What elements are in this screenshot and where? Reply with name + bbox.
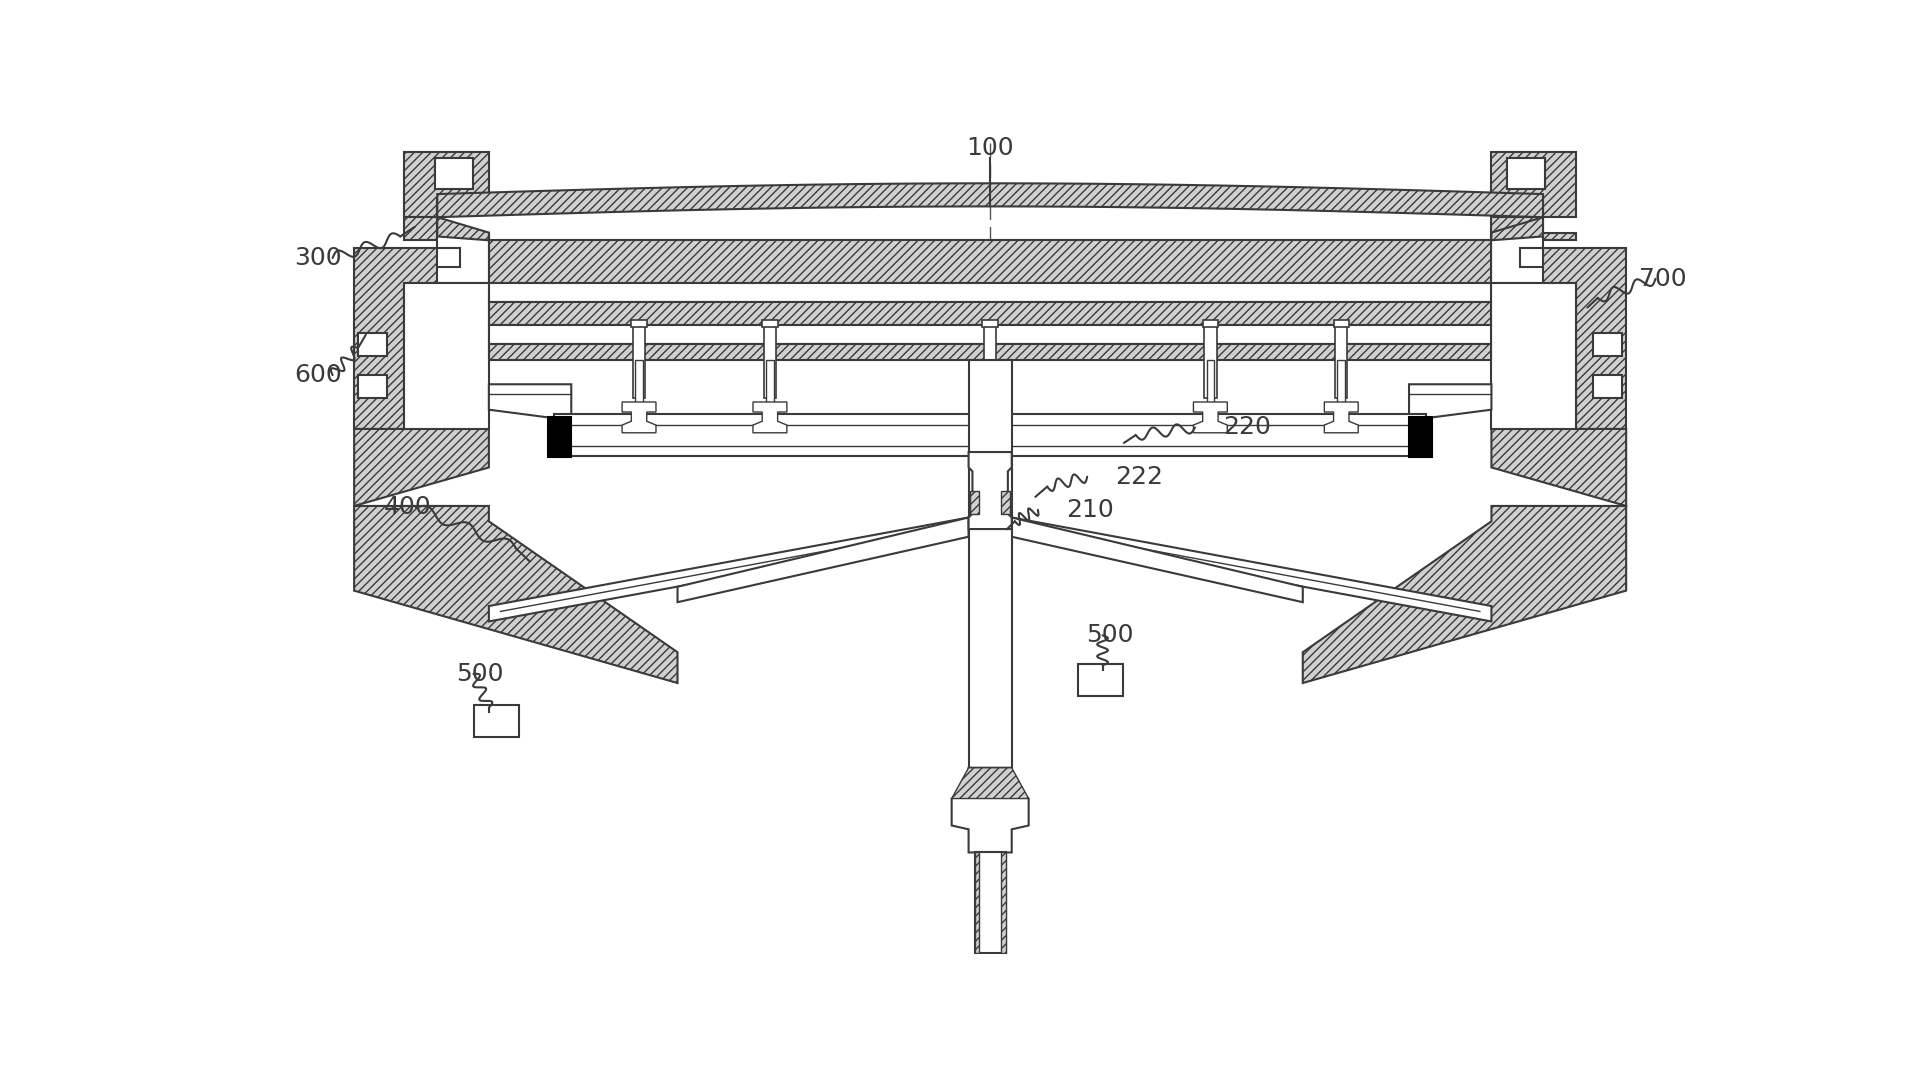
Polygon shape <box>489 384 572 417</box>
Polygon shape <box>1492 152 1577 218</box>
Text: 210: 210 <box>1066 497 1115 522</box>
Bar <box>1333 319 1349 327</box>
Polygon shape <box>437 233 489 283</box>
Polygon shape <box>554 414 1426 456</box>
Bar <box>767 359 775 414</box>
Bar <box>1204 325 1217 398</box>
Polygon shape <box>489 518 968 622</box>
Polygon shape <box>437 218 489 240</box>
Bar <box>1408 417 1432 458</box>
Bar <box>1520 248 1544 267</box>
Polygon shape <box>1492 283 1577 429</box>
Polygon shape <box>970 491 980 513</box>
Bar <box>763 325 777 398</box>
Polygon shape <box>1492 218 1577 240</box>
Polygon shape <box>354 506 678 683</box>
Polygon shape <box>1194 402 1227 433</box>
Text: 400: 400 <box>383 495 431 520</box>
Bar <box>1206 359 1213 414</box>
Bar <box>549 417 572 458</box>
Bar <box>357 332 386 356</box>
Polygon shape <box>1492 248 1627 429</box>
Polygon shape <box>968 452 1012 530</box>
Text: 600: 600 <box>294 363 342 387</box>
Text: 700: 700 <box>1638 267 1687 291</box>
Polygon shape <box>1492 218 1544 240</box>
Text: 222: 222 <box>1115 464 1163 489</box>
Bar <box>435 158 473 189</box>
Text: 500: 500 <box>1086 623 1134 647</box>
Polygon shape <box>404 152 489 218</box>
Bar <box>1594 332 1623 356</box>
Bar <box>634 325 645 398</box>
Bar <box>1078 664 1122 696</box>
Bar <box>983 319 997 327</box>
Polygon shape <box>1492 233 1544 283</box>
Polygon shape <box>952 768 1028 799</box>
Bar <box>632 319 647 327</box>
Bar <box>976 852 1005 953</box>
Polygon shape <box>404 218 489 240</box>
Bar <box>983 325 997 398</box>
Polygon shape <box>354 429 489 506</box>
Bar <box>1202 319 1217 327</box>
Polygon shape <box>1492 429 1627 506</box>
Polygon shape <box>952 768 1028 852</box>
Polygon shape <box>753 402 786 433</box>
Polygon shape <box>489 325 1492 344</box>
Polygon shape <box>622 402 657 433</box>
Polygon shape <box>1001 852 1005 953</box>
Polygon shape <box>354 248 489 429</box>
Polygon shape <box>1408 384 1492 417</box>
Polygon shape <box>1012 518 1302 602</box>
Polygon shape <box>489 283 1492 302</box>
Polygon shape <box>968 359 1012 768</box>
Polygon shape <box>678 518 968 602</box>
Bar <box>1337 359 1345 414</box>
Polygon shape <box>404 283 489 429</box>
Bar <box>357 375 386 398</box>
Polygon shape <box>1323 402 1358 433</box>
Bar <box>1335 325 1347 398</box>
Polygon shape <box>1302 506 1627 683</box>
Text: 300: 300 <box>294 245 342 270</box>
Polygon shape <box>489 344 1492 359</box>
Bar <box>1594 375 1623 398</box>
Polygon shape <box>489 302 1492 325</box>
Polygon shape <box>437 183 1544 218</box>
Bar <box>473 704 520 736</box>
Bar <box>636 359 643 414</box>
Text: 100: 100 <box>966 136 1014 160</box>
Bar <box>1507 158 1546 189</box>
Text: 220: 220 <box>1223 415 1271 440</box>
Polygon shape <box>976 852 980 953</box>
Bar <box>437 248 460 267</box>
Text: 500: 500 <box>456 661 502 686</box>
Polygon shape <box>1001 491 1010 513</box>
Polygon shape <box>489 240 1492 283</box>
Bar <box>763 319 779 327</box>
Polygon shape <box>1012 518 1492 622</box>
